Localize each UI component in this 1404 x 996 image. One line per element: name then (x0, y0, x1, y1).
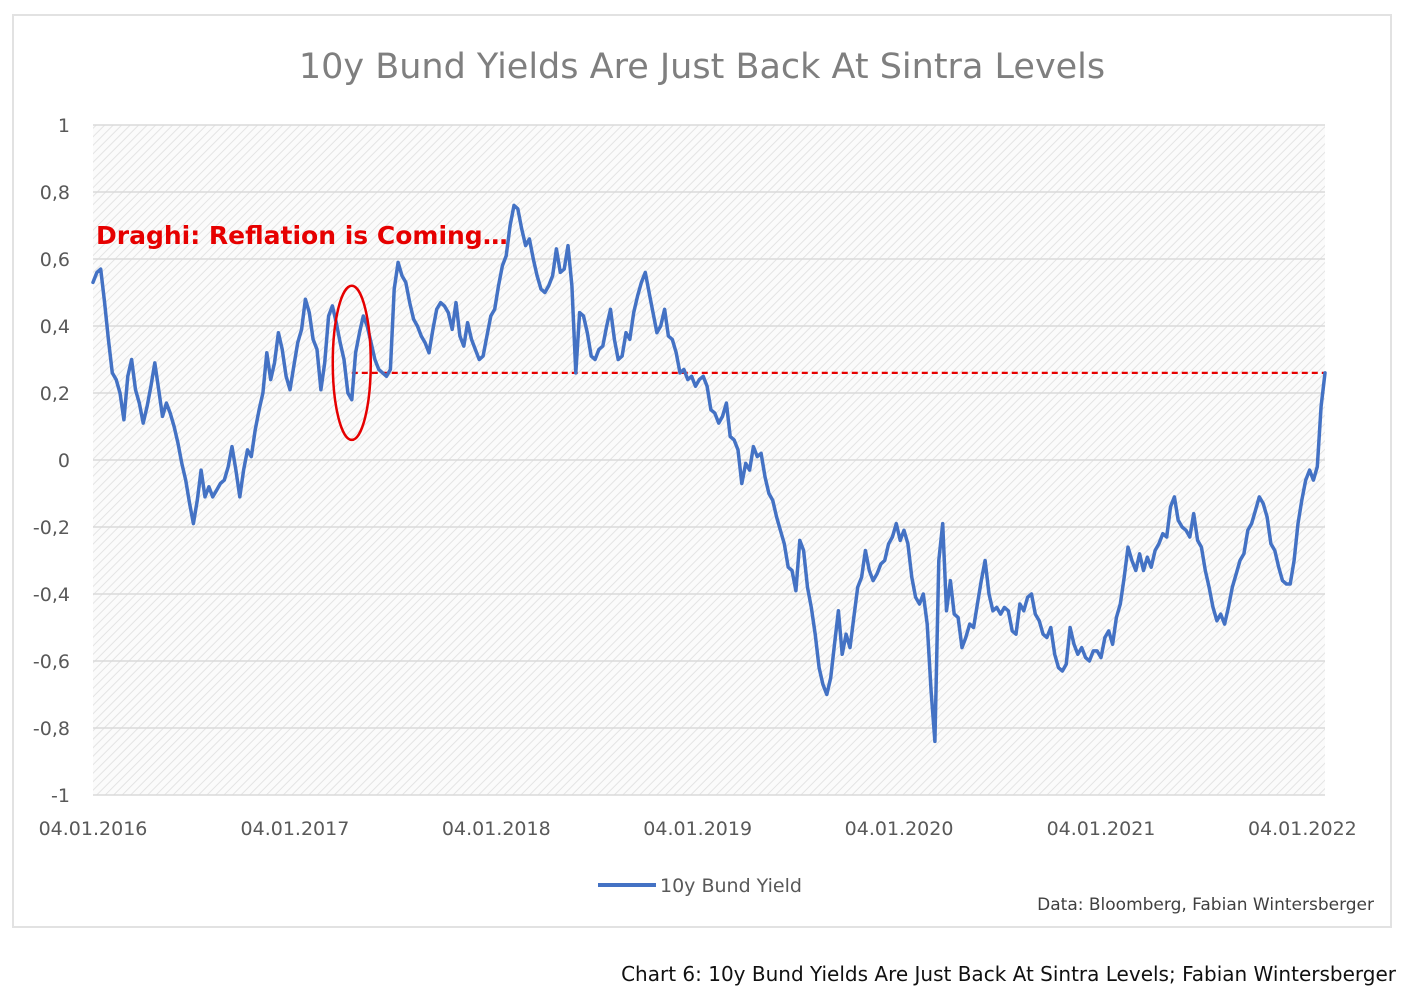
y-tick-label: -0,4 (33, 584, 70, 606)
legend-label: 10y Bund Yield (660, 875, 802, 897)
y-tick-label: 0,6 (40, 249, 70, 271)
series-line-10y-bund-yield (91, 203, 1327, 744)
legend: 10y Bund Yield (598, 875, 802, 897)
y-axis-ticks: 1 0,8 0,6 0,4 0,2 0 -0,2 -0,4 -0,6 -0,8 -1 (33, 115, 70, 807)
x-tick-label: 04.01.2019 (643, 818, 752, 840)
sintra-highlight-ellipse (331, 284, 373, 442)
y-tick-label: -0,8 (33, 718, 70, 740)
chart-title: 10y Bund Yields Are Just Back At Sintra … (299, 47, 1105, 87)
y-tick-label: -0,6 (33, 651, 70, 673)
x-axis-ticks: 04.01.2016 04.01.2017 04.01.2018 04.01.2019… (39, 818, 1357, 840)
x-tick-label: 04.01.2022 (1248, 818, 1357, 840)
y-tick-label: 0,2 (40, 383, 70, 405)
x-tick-label: 04.01.2016 (39, 818, 148, 840)
gridlines (93, 124, 1325, 796)
y-tick-label: -0,2 (33, 517, 70, 539)
figure-caption: Chart 6: 10y Bund Yields Are Just Back A… (621, 962, 1396, 986)
y-tick-label: 0 (58, 450, 70, 472)
annotation-draghi: Draghi: Reflation is Coming… (96, 221, 508, 250)
x-tick-label: 04.01.2017 (241, 818, 350, 840)
source-note: Data: Bloomberg, Fabian Wintersberger (1037, 895, 1374, 915)
y-tick-label: 1 (58, 115, 70, 137)
x-tick-label: 04.01.2021 (1047, 818, 1156, 840)
y-tick-label: 0,8 (40, 182, 70, 204)
y-tick-label: -1 (51, 785, 70, 807)
y-tick-label: 0,4 (40, 316, 70, 338)
x-tick-label: 04.01.2018 (442, 818, 551, 840)
x-tick-label: 04.01.2020 (845, 818, 954, 840)
